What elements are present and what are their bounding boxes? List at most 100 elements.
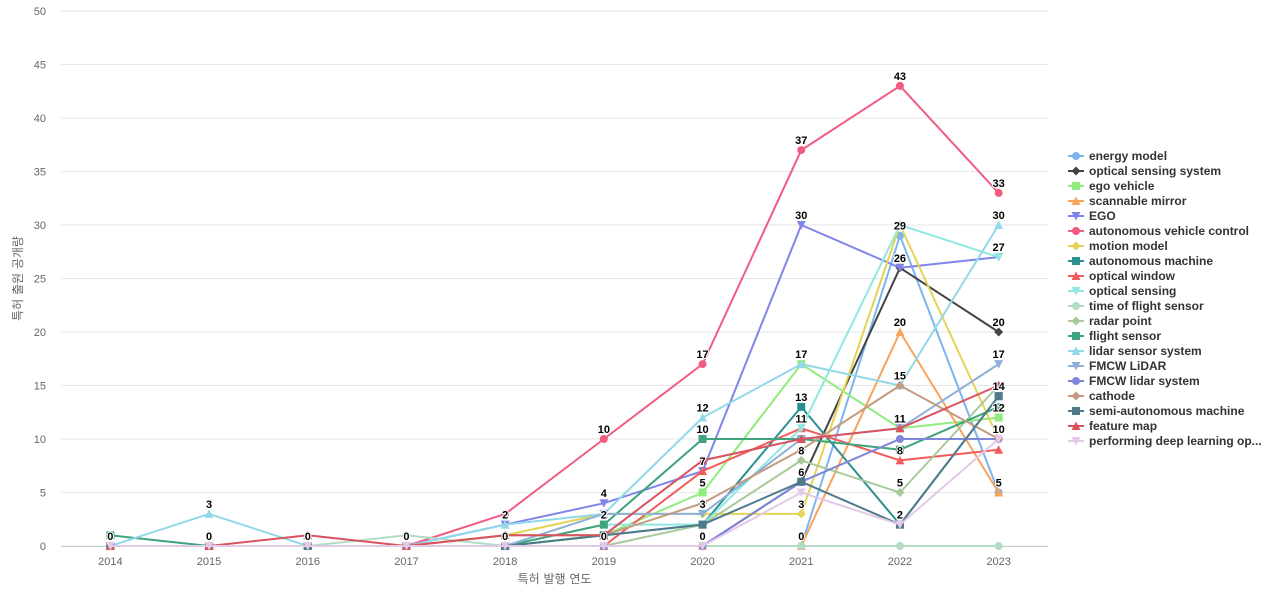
- data-label: 11: [795, 413, 807, 425]
- data-label: 3: [798, 499, 804, 511]
- data-label: 6: [798, 467, 804, 479]
- data-labels: 030 0 020104201712107530373017131186304329…: [106, 70, 1006, 544]
- y-tick-label: 5: [40, 488, 46, 500]
- legend-item[interactable]: scannable mirror: [1068, 194, 1187, 208]
- legend-item[interactable]: EGO: [1068, 209, 1116, 223]
- data-point: [895, 488, 905, 497]
- data-point: [698, 413, 708, 422]
- legend-label: performing deep learning op...: [1089, 434, 1262, 448]
- legend-item[interactable]: autonomous vehicle control: [1068, 224, 1249, 238]
- data-label: 0: [403, 531, 409, 543]
- data-label: 0: [206, 531, 212, 543]
- data-point: [994, 392, 1003, 401]
- legend-item[interactable]: performing deep learning op...: [1068, 434, 1262, 448]
- data-point: [1072, 152, 1080, 160]
- legend-item[interactable]: cathode: [1068, 389, 1135, 403]
- legend-item[interactable]: semi-autonomous machine: [1068, 404, 1245, 418]
- y-tick-label: 35: [34, 167, 46, 179]
- data-point: [500, 542, 510, 551]
- data-point: [501, 509, 510, 518]
- y-tick-label: 30: [34, 220, 46, 232]
- data-point: [994, 488, 1004, 497]
- data-point: [303, 542, 313, 551]
- legend-label: EGO: [1089, 209, 1116, 223]
- data-label: 43: [894, 71, 906, 83]
- series-line: [110, 384, 1000, 547]
- legend-item[interactable]: motion model: [1068, 239, 1168, 253]
- x-tick-label: 2021: [789, 556, 813, 568]
- series-line: [110, 438, 1000, 547]
- data-point: [1072, 302, 1080, 310]
- data-point: [895, 542, 904, 550]
- legend-item[interactable]: ego vehicle: [1068, 179, 1155, 193]
- legend-item[interactable]: time of flight sensor: [1068, 299, 1204, 313]
- legend-label: autonomous machine: [1089, 254, 1213, 268]
- data-point: [994, 542, 1003, 550]
- data-point: [204, 509, 214, 518]
- series-line: [110, 395, 1000, 547]
- data-point: [796, 488, 806, 497]
- x-tick-label: 2020: [690, 556, 714, 568]
- data-point: [895, 381, 905, 390]
- data-label: 11: [894, 413, 906, 425]
- legend-item[interactable]: lidar sensor system: [1068, 344, 1202, 358]
- data-point: [994, 445, 1004, 454]
- data-point: [895, 423, 905, 433]
- data-point: [698, 488, 707, 497]
- data-point: [796, 509, 806, 519]
- data-point: [1071, 241, 1081, 251]
- data-point: [500, 520, 510, 529]
- series-line: [110, 84, 1000, 547]
- data-label: 0: [107, 531, 113, 543]
- legend-item[interactable]: optical sensing system: [1068, 164, 1221, 178]
- data-label: 8: [798, 445, 804, 457]
- x-tick-label: 2015: [197, 556, 221, 568]
- data-point: [1071, 212, 1081, 221]
- y-tick-label: 0: [40, 541, 46, 553]
- data-point: [698, 542, 708, 551]
- data-point: [1072, 227, 1080, 235]
- legend-label: semi-autonomous machine: [1089, 404, 1245, 418]
- legend-label: autonomous vehicle control: [1089, 224, 1249, 238]
- data-point: [1071, 437, 1081, 446]
- y-tick-label: 10: [34, 434, 46, 446]
- y-tick-label: 40: [34, 113, 46, 125]
- data-point: [1072, 332, 1080, 340]
- series-semi-autonomous-machine: [106, 392, 1003, 550]
- legend-item[interactable]: energy model: [1068, 149, 1167, 163]
- data-label: 15: [894, 371, 906, 383]
- data-point: [994, 381, 1004, 390]
- data-point: [895, 221, 905, 230]
- legend-label: scannable mirror: [1089, 194, 1187, 208]
- legend-item[interactable]: optical window: [1068, 269, 1176, 283]
- series-line: [110, 384, 1000, 547]
- legend-item[interactable]: autonomous machine: [1068, 254, 1213, 268]
- legend-item[interactable]: FMCW LiDAR: [1068, 359, 1167, 373]
- x-tick-label: 2019: [592, 556, 616, 568]
- y-axis-ticks: 0 5 10 15 20 25 30 35 40 45 50: [34, 6, 46, 553]
- data-point: [796, 455, 806, 465]
- data-point: [599, 530, 609, 540]
- legend-label: FMCW LiDAR: [1089, 359, 1167, 373]
- legend-label: ego vehicle: [1089, 179, 1155, 193]
- legend-item[interactable]: FMCW lidar system: [1068, 374, 1200, 388]
- x-tick-label: 2023: [986, 556, 1010, 568]
- x-axis-title: 특허 발행 연도: [518, 571, 592, 586]
- series-lines: [105, 81, 1004, 551]
- legend-item[interactable]: feature map: [1068, 419, 1157, 433]
- data-point: [1072, 182, 1080, 190]
- series-ego-vehicle: [106, 360, 1003, 550]
- legend-item[interactable]: radar point: [1068, 314, 1152, 328]
- data-label: 13: [795, 392, 807, 404]
- data-point: [797, 477, 806, 486]
- data-point: [895, 81, 904, 90]
- y-tick-label: 45: [34, 60, 46, 72]
- legend-item[interactable]: flight sensor: [1068, 329, 1161, 343]
- data-point: [698, 466, 708, 476]
- data-point: [1071, 166, 1081, 176]
- legend-label: motion model: [1089, 239, 1168, 253]
- legend-item[interactable]: optical sensing: [1068, 284, 1176, 298]
- data-point: [895, 455, 905, 465]
